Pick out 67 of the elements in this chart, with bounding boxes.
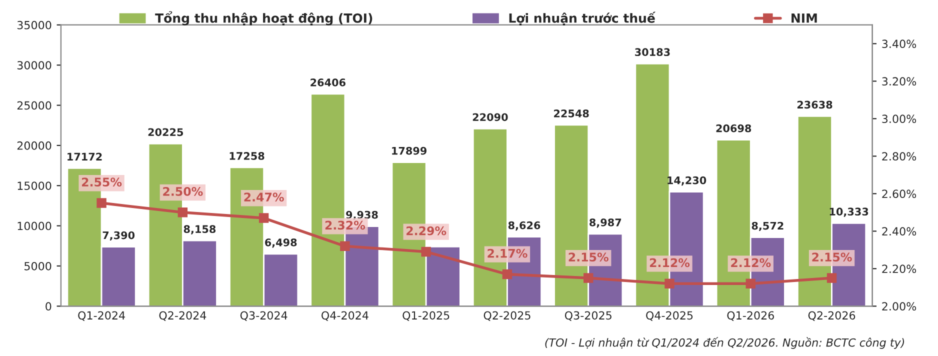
legend-label: Lợi nhuận trước thuế: [509, 12, 656, 26]
data-label: 8,158: [184, 225, 216, 234]
data-label: 8,987: [590, 218, 622, 228]
point: [178, 208, 188, 218]
data-label: 2.32%: [325, 220, 366, 230]
x-tick-label: Q1-2025: [402, 311, 450, 321]
data-label: 2.12%: [650, 258, 690, 268]
data-label: 2.15%: [812, 252, 852, 262]
x-tick-label: Q2-2024: [159, 311, 206, 321]
data-label: 23638: [797, 100, 832, 109]
data-label: 2.12%: [731, 258, 771, 268]
data-label: 17899: [392, 146, 426, 155]
x-tick-label: Q1-2024: [78, 311, 125, 321]
data-label: 22090: [472, 113, 508, 122]
x-tick-label: Q2-2025: [484, 311, 530, 321]
data-label: 30183: [635, 48, 670, 56]
y-tick-label: 20000: [17, 141, 52, 150]
y2-tick-label: 3.20%: [882, 77, 916, 86]
point: [340, 241, 350, 252]
y-tick-label: 25000: [17, 101, 52, 110]
point: [421, 246, 431, 257]
data-label: 2.29%: [406, 226, 446, 236]
data-label: 20225: [148, 128, 184, 136]
point: [502, 269, 512, 280]
text: (TOI - Lợi nhuận từ Q1/2024 đến Q2/2026. Nguồn: BCTC công ty): [545, 337, 904, 349]
point: [258, 213, 269, 223]
y2-tick-label: 2.80%: [882, 152, 916, 161]
point: [826, 273, 837, 283]
x-tick-label: Q4-2024: [322, 311, 368, 321]
data-label: 2.55%: [82, 178, 122, 187]
data-label: 2.50%: [163, 186, 203, 196]
y-tick-label: 15000: [18, 182, 52, 190]
y2-tick-label: 2.20%: [882, 264, 916, 274]
x-tick-label: Q3-2025: [564, 311, 612, 321]
data-label: 26406: [310, 78, 346, 86]
data-label: 2.47%: [244, 192, 284, 202]
data-label: 9,938: [346, 210, 378, 220]
point: [664, 278, 674, 289]
y2-tick-label: 3.00%: [882, 114, 916, 124]
x-tick-label: Q4-2025: [646, 311, 693, 321]
data-label: 2.17%: [488, 248, 528, 258]
data-label: 2.15%: [568, 252, 608, 262]
y2-tick-label: 2.60%: [882, 190, 916, 198]
data-label: 6,498: [265, 238, 297, 248]
data-label: 17172: [68, 152, 102, 160]
y2-tick-label: 2.00%: [882, 302, 916, 311]
y-tick-label: 10000: [18, 222, 52, 230]
data-label: 20698: [716, 124, 752, 132]
y2-tick-label: 3.40%: [882, 40, 916, 48]
point: [584, 273, 594, 283]
y-tick-label: 0: [46, 302, 52, 311]
x-tick-label: Q2-2026: [808, 311, 856, 321]
data-label: 17258: [230, 152, 264, 160]
y-tick-label: 30000: [17, 61, 52, 70]
data-label: 22548: [554, 110, 589, 118]
x-tick-label: Q3-2024: [240, 311, 288, 321]
y2-tick-label: 2.40%: [882, 227, 916, 236]
data-label: 7,390: [102, 231, 135, 241]
y-tick-label: 35000: [17, 20, 52, 30]
x-tick-label: Q1-2026: [727, 311, 774, 321]
legend-label: Tổng thu nhập hoạt động (TOI): [155, 11, 372, 26]
legend-label: NIM: [792, 14, 817, 23]
y-tick-label: 5000: [24, 262, 52, 270]
point: [96, 198, 106, 208]
point: [746, 278, 756, 289]
data-label: 8,626: [508, 221, 540, 231]
data-label: 8,572: [752, 222, 784, 232]
